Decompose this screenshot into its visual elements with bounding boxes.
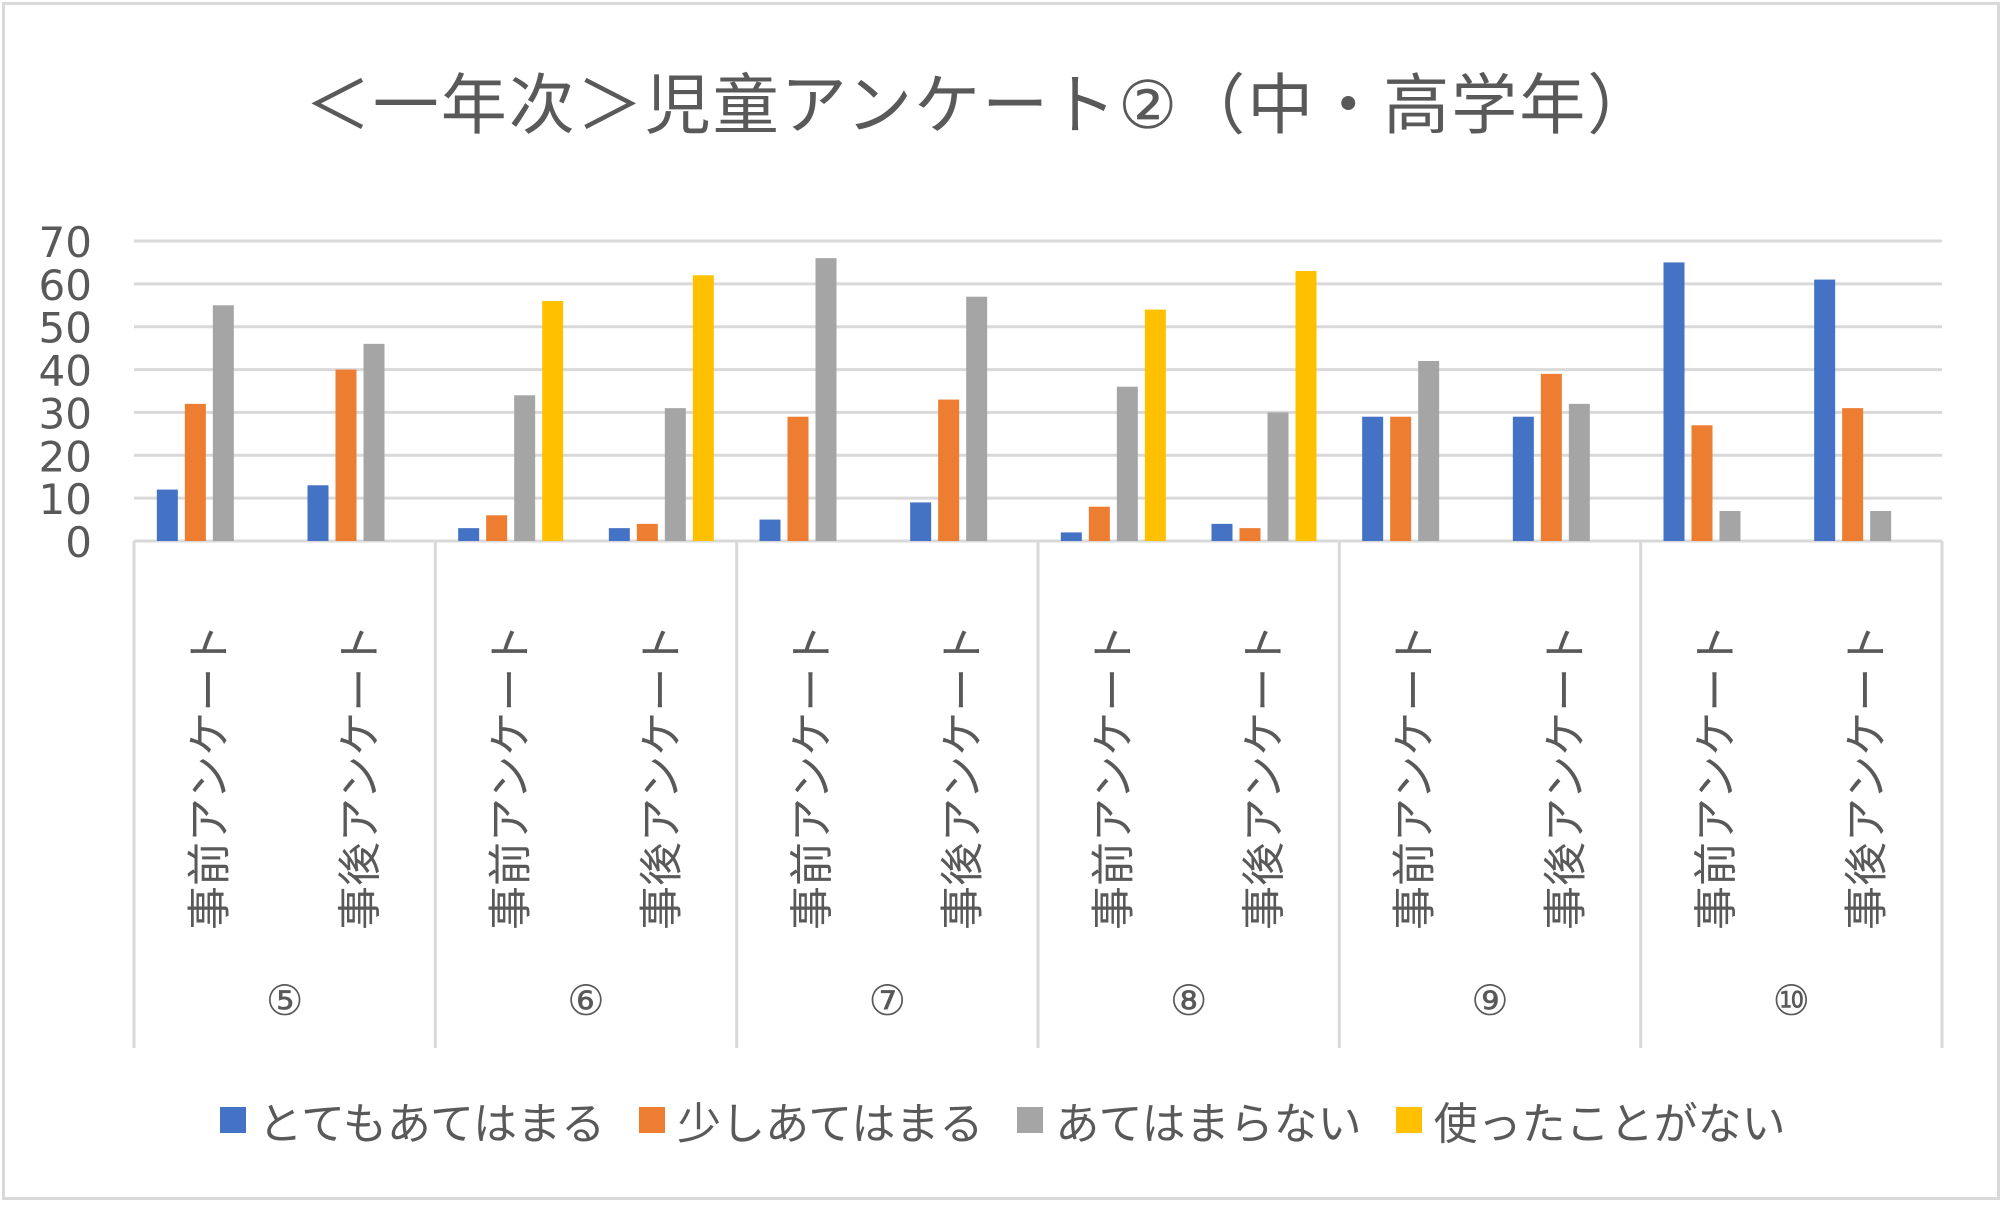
bar — [664, 408, 686, 541]
bar — [815, 258, 837, 541]
chart-legend: とてもあてはまる 少しあてはまる あてはまらない 使ったことがない — [0, 1088, 2006, 1152]
y-tick-label: 40 — [39, 347, 92, 396]
bar — [1239, 528, 1261, 541]
bar — [910, 502, 932, 541]
group-label: ⑤ — [266, 976, 304, 1025]
bar — [307, 485, 329, 541]
y-tick-label: 30 — [39, 389, 92, 438]
legend-item: 使ったことがない — [1395, 1088, 1786, 1152]
legend-swatch — [639, 1107, 666, 1133]
category-label: 事前アンケート — [1088, 624, 1139, 930]
category-label: 事前アンケート — [184, 624, 235, 930]
y-tick-label: 50 — [39, 304, 92, 353]
legend-swatch — [1395, 1107, 1422, 1133]
bar — [1060, 532, 1082, 541]
bar — [1267, 412, 1289, 541]
bar — [1362, 416, 1384, 541]
category-label: 事後アンケート — [1540, 624, 1591, 930]
category-label: 事前アンケート — [486, 624, 537, 930]
bar — [1512, 416, 1534, 541]
legend-label: 少しあてはまる — [677, 1099, 984, 1150]
group-label: ⑨ — [1471, 976, 1509, 1025]
bar — [1870, 511, 1892, 541]
group-label: ⑥ — [567, 976, 605, 1025]
bar — [458, 528, 480, 541]
bar — [608, 528, 630, 541]
bar — [1211, 523, 1233, 541]
bar — [787, 416, 809, 541]
category-label: 事前アンケート — [1390, 624, 1441, 930]
bar — [1540, 373, 1562, 541]
y-tick-label: 20 — [39, 432, 92, 481]
bar — [335, 369, 357, 541]
group-label: ⑧ — [1170, 976, 1208, 1025]
bar — [692, 275, 714, 541]
bar — [636, 523, 658, 541]
legend-label: 使ったことがない — [1433, 1099, 1786, 1150]
legend-item: あてはまらない — [1017, 1088, 1362, 1152]
category-label: 事前アンケート — [1691, 624, 1742, 930]
legend-label: あてはまらない — [1055, 1099, 1362, 1150]
bar — [156, 489, 178, 541]
y-tick-label: 70 — [39, 218, 92, 267]
bar — [1663, 262, 1685, 541]
category-label: 事後アンケート — [1239, 624, 1290, 930]
bar — [1088, 506, 1110, 541]
bar — [759, 519, 781, 541]
category-label: 事後アンケート — [636, 624, 687, 930]
bar — [1719, 511, 1741, 541]
category-label: 事後アンケート — [335, 624, 386, 930]
bar — [938, 399, 960, 541]
bar — [514, 395, 536, 541]
legend-label: とてもあてはまる — [258, 1099, 606, 1150]
bar — [1295, 271, 1317, 541]
bar — [1568, 403, 1590, 541]
category-label: 事後アンケート — [1842, 624, 1893, 930]
bar — [212, 305, 234, 541]
legend-swatch — [1017, 1107, 1044, 1133]
legend-swatch — [220, 1107, 247, 1133]
group-label: ⑦ — [869, 976, 907, 1025]
bar — [486, 515, 508, 541]
bar — [1144, 309, 1166, 541]
bar — [1842, 408, 1864, 541]
bar — [1814, 279, 1836, 541]
category-label: 事後アンケート — [938, 624, 989, 930]
bar — [1691, 425, 1713, 541]
legend-item: 少しあてはまる — [639, 1088, 983, 1152]
bar — [1116, 386, 1138, 541]
category-label: 事前アンケート — [787, 624, 838, 930]
y-tick-label: 60 — [39, 261, 92, 310]
bar — [542, 301, 564, 541]
bar — [184, 403, 206, 541]
y-tick-label: 10 — [39, 475, 92, 524]
y-tick-label: 0 — [65, 518, 92, 567]
bar — [966, 296, 988, 541]
bar — [1390, 416, 1412, 541]
bar — [1418, 361, 1440, 541]
chart-title: ＜一年次＞児童アンケート②（中・高学年） — [304, 67, 1656, 144]
group-label: ⑩ — [1773, 976, 1811, 1025]
bar — [363, 343, 385, 541]
legend-item: とてもあてはまる — [220, 1088, 605, 1152]
